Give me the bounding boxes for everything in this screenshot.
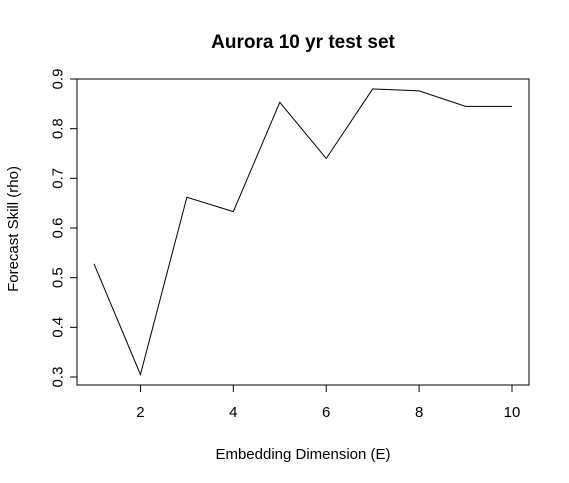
data-point: [326, 158, 327, 159]
data-point: [512, 106, 513, 107]
x-tick-label: 8: [415, 404, 423, 421]
data-point: [465, 106, 466, 107]
series-layer: [93, 88, 513, 377]
y-tick-label: 0.8: [50, 118, 67, 139]
data-point: [279, 102, 280, 103]
x-tick-label: 2: [136, 404, 144, 421]
x-tick-label: 6: [322, 404, 330, 421]
y-tick-label: 0.7: [50, 168, 67, 189]
chart-title: Aurora 10 yr test set: [211, 32, 395, 53]
y-tick-label: 0.5: [50, 267, 67, 288]
x-tick-label: 10: [504, 404, 521, 421]
x-tick-label: 4: [229, 404, 237, 421]
y-tick-label: 0.3: [50, 367, 67, 388]
x-axis: 2 4 6 8 10: [136, 385, 520, 421]
y-tick-label: 0.4: [50, 317, 67, 338]
y-axis: 0.3 0.4 0.5 0.6 0.7 0.8 0.9: [50, 69, 77, 388]
y-tick-label: 0.6: [50, 218, 67, 239]
series-line: [93, 88, 512, 377]
data-point: [233, 211, 234, 212]
data-point: [419, 90, 420, 91]
x-axis-label: Embedding Dimension (E): [215, 446, 390, 463]
data-point: [94, 263, 95, 264]
y-tick-label: 0.9: [50, 69, 67, 90]
data-point: [372, 88, 373, 89]
plot-area-border: [76, 78, 530, 386]
y-axis-label: Forecast Skill (rho): [5, 166, 22, 292]
data-point: [140, 374, 141, 375]
data-point: [186, 197, 187, 198]
